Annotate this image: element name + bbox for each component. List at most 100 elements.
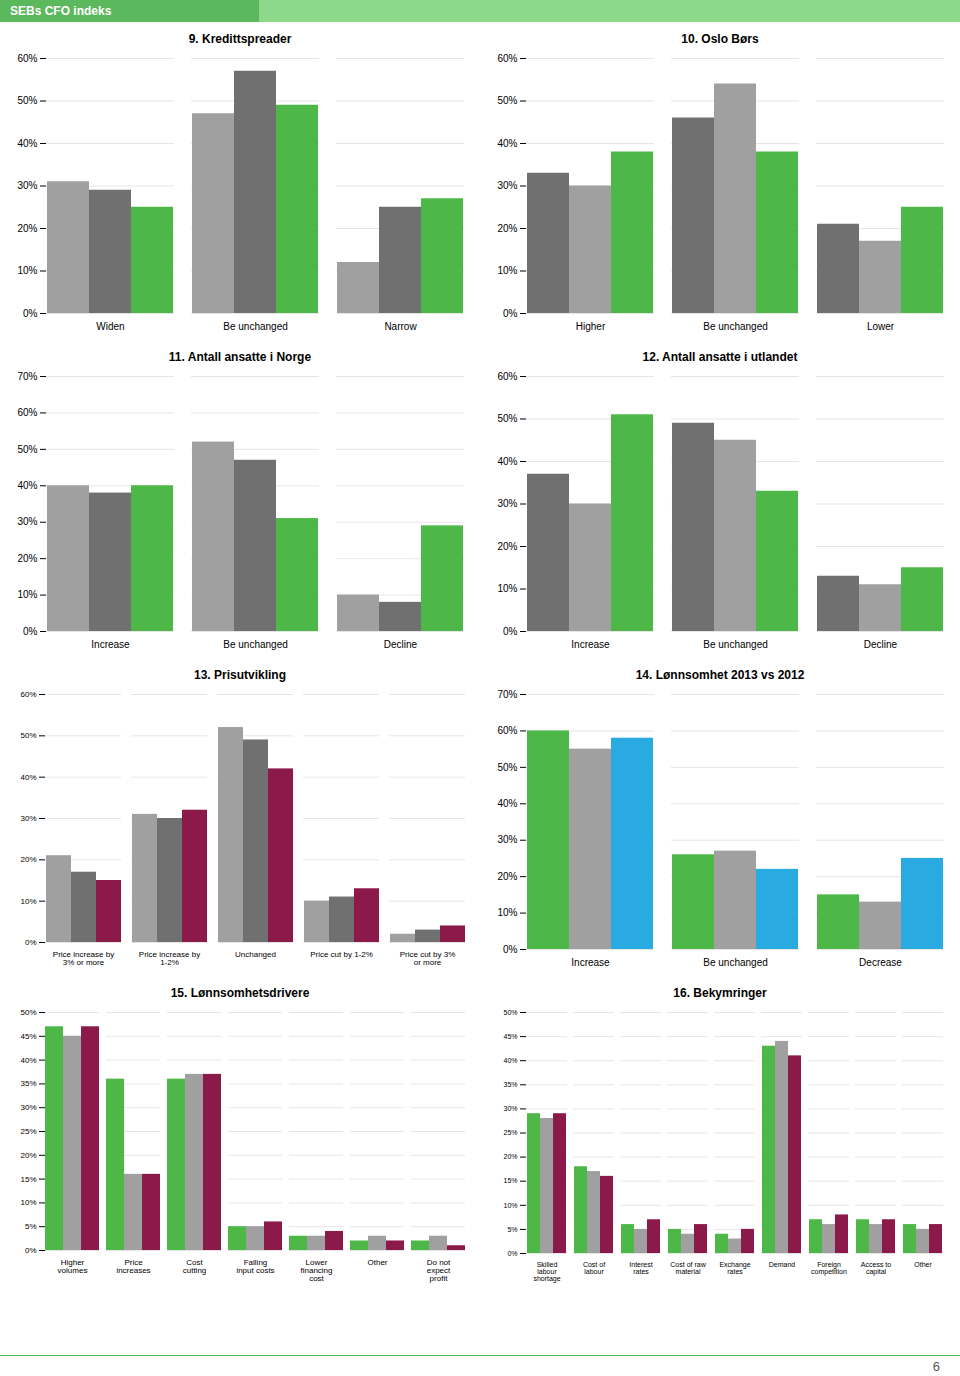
svg-text:45%: 45% (503, 1033, 517, 1040)
svg-text:40%: 40% (20, 1056, 36, 1065)
svg-text:50%: 50% (17, 444, 37, 455)
svg-text:30%: 30% (20, 814, 36, 823)
svg-text:10%: 10% (497, 265, 517, 276)
svg-text:50%: 50% (497, 413, 517, 424)
svg-text:60%: 60% (497, 725, 517, 736)
svg-text:20%: 20% (497, 541, 517, 552)
svg-text:0%: 0% (23, 308, 38, 319)
svg-text:Foreigncompetition: Foreigncompetition (811, 1261, 847, 1276)
svg-text:40%: 40% (17, 138, 37, 149)
svg-text:35%: 35% (503, 1081, 517, 1088)
svg-text:Demand: Demand (769, 1261, 796, 1268)
svg-text:Widen: Widen (96, 321, 124, 332)
svg-text:Price cut by 1-2%: Price cut by 1-2% (310, 950, 373, 959)
svg-text:0%: 0% (25, 1246, 37, 1255)
svg-text:0%: 0% (503, 944, 518, 955)
svg-text:10%: 10% (20, 1198, 36, 1207)
svg-text:30%: 30% (497, 498, 517, 509)
svg-text:10%: 10% (497, 583, 517, 594)
svg-text:70%: 70% (17, 371, 37, 382)
svg-text:15%: 15% (20, 1175, 36, 1184)
svg-text:Cost oflabour: Cost oflabour (583, 1261, 605, 1275)
svg-text:Decline: Decline (384, 639, 418, 650)
svg-text:Access tocapital: Access tocapital (861, 1261, 891, 1276)
svg-text:35%: 35% (20, 1079, 36, 1088)
svg-text:Other: Other (914, 1261, 932, 1268)
svg-text:45%: 45% (20, 1032, 36, 1041)
svg-text:50%: 50% (20, 1008, 36, 1017)
svg-text:Other: Other (367, 1258, 387, 1267)
svg-text:Be unchanged: Be unchanged (223, 639, 288, 650)
svg-text:Increase: Increase (91, 639, 130, 650)
svg-text:Unchanged: Unchanged (235, 950, 276, 959)
svg-text:Do notexpectprofit: Do notexpectprofit (427, 1258, 451, 1283)
svg-text:Cost of rawmaterial: Cost of rawmaterial (670, 1261, 706, 1275)
svg-text:30%: 30% (20, 1103, 36, 1112)
svg-text:10%: 10% (497, 907, 517, 918)
svg-text:50%: 50% (20, 731, 36, 740)
svg-text:20%: 20% (497, 223, 517, 234)
svg-text:60%: 60% (20, 690, 36, 699)
svg-text:Increase: Increase (571, 957, 610, 968)
svg-text:Price cut by 3%or more: Price cut by 3%or more (400, 950, 456, 967)
svg-text:40%: 40% (503, 1057, 517, 1064)
svg-text:5%: 5% (25, 1222, 37, 1231)
svg-text:Narrow: Narrow (384, 321, 417, 332)
svg-text:Decline: Decline (864, 639, 898, 650)
svg-text:70%: 70% (497, 689, 517, 700)
svg-text:5%: 5% (507, 1226, 517, 1233)
svg-text:Lower: Lower (867, 321, 895, 332)
svg-text:Higher: Higher (576, 321, 606, 332)
svg-text:30%: 30% (503, 1105, 517, 1112)
svg-text:Fallinginput costs: Fallinginput costs (236, 1258, 274, 1275)
svg-text:50%: 50% (503, 1009, 517, 1016)
svg-text:50%: 50% (497, 762, 517, 773)
svg-text:Be unchanged: Be unchanged (703, 321, 768, 332)
svg-text:20%: 20% (503, 1153, 517, 1160)
svg-text:60%: 60% (497, 53, 517, 64)
svg-text:0%: 0% (23, 626, 38, 637)
svg-text:Highervolumes: Highervolumes (58, 1258, 88, 1275)
svg-text:20%: 20% (20, 1151, 36, 1160)
svg-text:Be unchanged: Be unchanged (703, 957, 768, 968)
svg-text:Costcutting: Costcutting (183, 1258, 207, 1275)
svg-text:10%: 10% (17, 589, 37, 600)
svg-text:10%: 10% (17, 265, 37, 276)
svg-text:40%: 40% (20, 773, 36, 782)
svg-text:60%: 60% (17, 407, 37, 418)
svg-text:Be unchanged: Be unchanged (223, 321, 288, 332)
svg-text:10%: 10% (503, 1202, 517, 1209)
svg-text:40%: 40% (497, 798, 517, 809)
svg-text:0%: 0% (503, 308, 518, 319)
svg-text:30%: 30% (17, 516, 37, 527)
svg-text:Exchangerates: Exchangerates (719, 1261, 750, 1275)
svg-text:Interestrates: Interestrates (629, 1261, 652, 1275)
svg-text:Skilledlabourshortage: Skilledlabourshortage (533, 1261, 560, 1283)
svg-text:60%: 60% (17, 53, 37, 64)
svg-text:30%: 30% (497, 180, 517, 191)
svg-text:Increase: Increase (571, 639, 610, 650)
svg-text:40%: 40% (497, 138, 517, 149)
svg-text:Priceincreases: Priceincreases (116, 1258, 150, 1275)
svg-text:0%: 0% (25, 938, 37, 947)
svg-text:Price increase by1-2%: Price increase by1-2% (139, 950, 200, 967)
svg-text:50%: 50% (17, 95, 37, 106)
svg-text:30%: 30% (17, 180, 37, 191)
svg-text:20%: 20% (17, 223, 37, 234)
svg-text:15%: 15% (503, 1177, 517, 1184)
svg-text:30%: 30% (497, 834, 517, 845)
svg-text:Price increase by3% or more: Price increase by3% or more (53, 950, 114, 967)
svg-text:0%: 0% (507, 1250, 517, 1257)
svg-text:25%: 25% (20, 1127, 36, 1136)
svg-text:40%: 40% (17, 480, 37, 491)
svg-text:Be unchanged: Be unchanged (703, 639, 768, 650)
svg-text:Decrease: Decrease (859, 957, 902, 968)
svg-text:0%: 0% (503, 626, 518, 637)
svg-text:Lowerfinancingcost: Lowerfinancingcost (300, 1258, 332, 1283)
svg-text:20%: 20% (17, 553, 37, 564)
svg-text:60%: 60% (497, 371, 517, 382)
svg-text:20%: 20% (20, 855, 36, 864)
svg-text:20%: 20% (497, 871, 517, 882)
svg-text:10%: 10% (20, 897, 36, 906)
svg-text:40%: 40% (497, 456, 517, 467)
